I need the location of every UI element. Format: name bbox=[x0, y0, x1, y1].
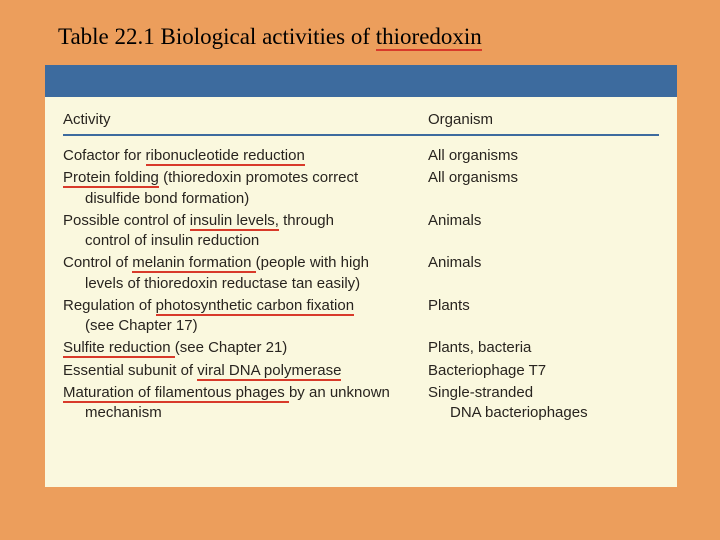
title-prefix: Table 22.1 Biological activities of bbox=[58, 24, 376, 49]
activity-post: through bbox=[279, 212, 334, 229]
activity-cont: levels of thioredoxin reductase tan easi… bbox=[63, 274, 418, 294]
activity-cont: mechanism bbox=[63, 403, 418, 423]
organism-cont: DNA bacteriophages bbox=[428, 403, 648, 423]
cell-activity: Maturation of filamentous phages by an u… bbox=[63, 383, 428, 424]
table-row: Regulation of photosynthetic carbon fixa… bbox=[63, 296, 659, 337]
cell-activity: Cofactor for ribonucleotide reduction bbox=[63, 146, 428, 166]
cell-organism: All organisms bbox=[428, 146, 648, 166]
table-row: Sulfite reduction (see Chapter 21) Plant… bbox=[63, 338, 659, 358]
activity-pre: Control of bbox=[63, 254, 132, 271]
activity-underlined: ribonucleotide reduction bbox=[146, 147, 305, 166]
cell-organism: Animals bbox=[428, 211, 648, 231]
cell-organism: Bacteriophage T7 bbox=[428, 361, 648, 381]
table-row: Essential subunit of viral DNA polymeras… bbox=[63, 361, 659, 381]
cell-activity: Sulfite reduction (see Chapter 21) bbox=[63, 338, 428, 358]
table-row: Cofactor for ribonucleotide reduction Al… bbox=[63, 146, 659, 166]
header-activity: Activity bbox=[63, 111, 428, 128]
activity-cont: (see Chapter 17) bbox=[63, 316, 418, 336]
activity-underlined: Protein folding bbox=[63, 169, 159, 188]
table-header-row: Activity Organism bbox=[63, 111, 659, 136]
cell-organism: All organisms bbox=[428, 168, 648, 188]
organism-text: Single-stranded bbox=[428, 384, 533, 401]
activity-post: (see Chapter 21) bbox=[175, 339, 288, 356]
activity-post: (thioredoxin promotes correct bbox=[159, 169, 358, 186]
cell-activity: Protein folding (thioredoxin promotes co… bbox=[63, 168, 428, 209]
table: Activity Organism Cofactor for ribonucle… bbox=[45, 97, 677, 487]
activity-pre: Essential subunit of bbox=[63, 362, 197, 379]
activity-underlined: photosynthetic carbon fixation bbox=[156, 297, 354, 316]
cell-organism: Single-stranded DNA bacteriophages bbox=[428, 383, 648, 424]
cell-organism: Plants, bacteria bbox=[428, 338, 648, 358]
table-row: Maturation of filamentous phages by an u… bbox=[63, 383, 659, 424]
slide-title: Table 22.1 Biological activities of thio… bbox=[58, 24, 482, 50]
table-row: Control of melanin formation (people wit… bbox=[63, 253, 659, 294]
activity-underlined: insulin levels, bbox=[190, 212, 279, 231]
slide: Table 22.1 Biological activities of thio… bbox=[0, 0, 720, 540]
cell-activity: Possible control of insulin levels, thro… bbox=[63, 211, 428, 252]
activity-cont: control of insulin reduction bbox=[63, 231, 418, 251]
activity-underlined: melanin formation bbox=[132, 254, 255, 273]
activity-cont: disulfide bond formation) bbox=[63, 189, 418, 209]
title-underlined: thioredoxin bbox=[376, 24, 482, 51]
cell-organism: Plants bbox=[428, 296, 648, 316]
activity-underlined: Sulfite reduction bbox=[63, 339, 175, 358]
activity-pre: Possible control of bbox=[63, 212, 190, 229]
activity-underlined: viral DNA polymerase bbox=[197, 362, 341, 381]
table-row: Possible control of insulin levels, thro… bbox=[63, 211, 659, 252]
activity-post: (people with high bbox=[256, 254, 369, 271]
activity-underlined: Maturation of filamentous phages bbox=[63, 384, 289, 403]
table-row: Protein folding (thioredoxin promotes co… bbox=[63, 168, 659, 209]
activity-post: by an unknown bbox=[289, 384, 390, 401]
activity-pre: Regulation of bbox=[63, 297, 156, 314]
header-organism: Organism bbox=[428, 111, 648, 128]
blue-bar bbox=[45, 65, 677, 97]
cell-activity: Regulation of photosynthetic carbon fixa… bbox=[63, 296, 428, 337]
cell-activity: Essential subunit of viral DNA polymeras… bbox=[63, 361, 428, 381]
cell-activity: Control of melanin formation (people wit… bbox=[63, 253, 428, 294]
activity-pre: Cofactor for bbox=[63, 147, 146, 164]
cell-organism: Animals bbox=[428, 253, 648, 273]
